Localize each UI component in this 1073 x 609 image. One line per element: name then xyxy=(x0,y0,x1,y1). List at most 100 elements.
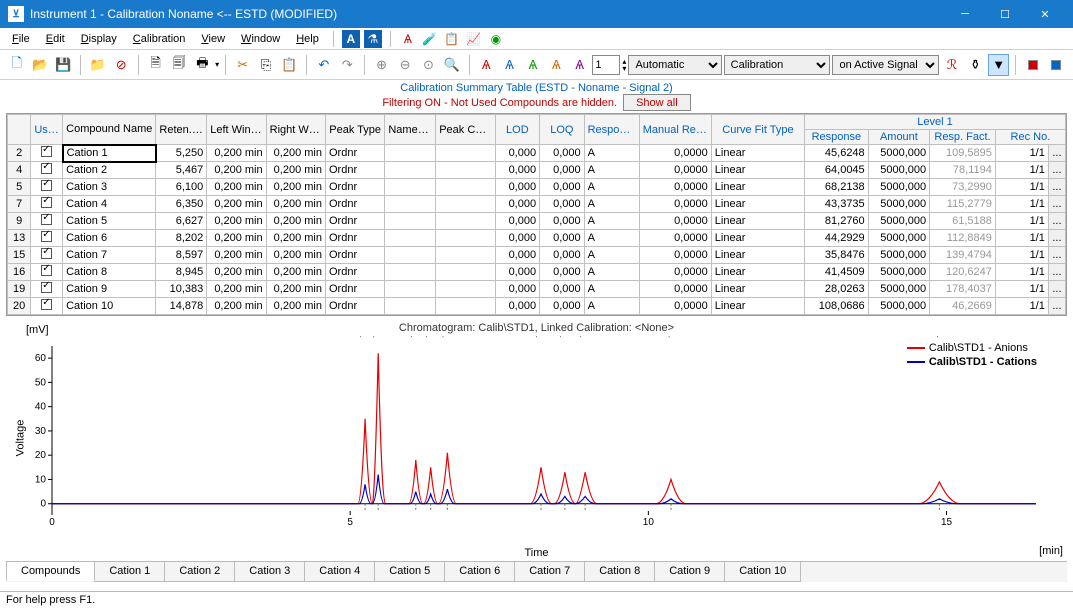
left-window[interactable]: 0,200 min xyxy=(207,179,266,196)
row-detail-button[interactable]: ... xyxy=(1048,298,1065,315)
resp-fact[interactable]: 78,1194 xyxy=(930,162,996,179)
response-base[interactable]: A xyxy=(584,264,639,281)
resp-fact[interactable]: 112,8849 xyxy=(930,230,996,247)
reten-time[interactable]: 6,627 xyxy=(156,213,207,230)
row-number[interactable]: 7 xyxy=(8,196,31,213)
response[interactable]: 68,2138 xyxy=(805,179,869,196)
response[interactable]: 43,3735 xyxy=(805,196,869,213)
table-row[interactable]: 20Cation 1014,8780,200 min0,200 minOrdnr… xyxy=(8,298,1066,315)
row-detail-button[interactable]: ... xyxy=(1048,281,1065,298)
rec-no[interactable]: 1/1 xyxy=(995,298,1048,315)
maximize-button[interactable]: ☐ xyxy=(985,0,1025,28)
row-number[interactable]: 16 xyxy=(8,264,31,281)
right-window[interactable]: 0,200 min xyxy=(266,264,325,281)
left-window[interactable]: 0,200 min xyxy=(207,162,266,179)
col-mrf[interactable]: Manual Resp. Factor xyxy=(639,115,711,145)
col-cft[interactable]: Curve Fit Type xyxy=(711,115,804,145)
response-base[interactable]: A xyxy=(584,281,639,298)
named-groups[interactable] xyxy=(385,179,436,196)
right-window[interactable]: 0,200 min xyxy=(266,162,325,179)
right-window[interactable]: 0,200 min xyxy=(266,281,325,298)
loq[interactable]: 0,000 xyxy=(540,247,585,264)
response[interactable]: 44,2929 xyxy=(805,230,869,247)
redo-icon[interactable]: ↷ xyxy=(337,54,358,76)
row-detail-button[interactable]: ... xyxy=(1048,230,1065,247)
left-window[interactable]: 0,200 min xyxy=(207,247,266,264)
tab-cation-9[interactable]: Cation 9 xyxy=(654,562,725,582)
reten-time[interactable]: 8,945 xyxy=(156,264,207,281)
amount[interactable]: 5000,000 xyxy=(868,264,929,281)
reten-time[interactable]: 10,383 xyxy=(156,281,207,298)
tab-cation-5[interactable]: Cation 5 xyxy=(374,562,445,582)
print-icon[interactable]: 🖶 xyxy=(192,54,213,76)
response-base[interactable]: A xyxy=(584,162,639,179)
used-checkbox[interactable] xyxy=(31,230,63,247)
lod[interactable]: 0,000 xyxy=(495,213,540,230)
stop-icon[interactable] xyxy=(1046,54,1067,76)
tab-cation-8[interactable]: Cation 8 xyxy=(584,562,655,582)
right-window[interactable]: 0,200 min xyxy=(266,213,325,230)
row-number[interactable]: 9 xyxy=(8,213,31,230)
table-row[interactable]: 7Cation 46,3500,200 min0,200 minOrdnr0,0… xyxy=(8,196,1066,213)
row-number[interactable]: 13 xyxy=(8,230,31,247)
toolbar-icon-flask[interactable]: ⚗ xyxy=(364,30,382,48)
peak-color[interactable] xyxy=(436,196,495,213)
lod[interactable]: 0,000 xyxy=(495,264,540,281)
amount[interactable]: 5000,000 xyxy=(868,213,929,230)
peak-type[interactable]: Ordnr xyxy=(325,145,384,162)
funnel-icon[interactable]: ▼ xyxy=(988,54,1009,76)
used-checkbox[interactable] xyxy=(31,264,63,281)
used-checkbox[interactable] xyxy=(31,145,63,162)
loq[interactable]: 0,000 xyxy=(540,145,585,162)
compound-name[interactable]: Cation 1 xyxy=(63,145,156,162)
minimize-button[interactable]: ─ xyxy=(945,0,985,28)
curve-fit-type[interactable]: Linear xyxy=(711,230,804,247)
col-recno[interactable]: Rec No. xyxy=(995,130,1065,145)
amount[interactable]: 5000,000 xyxy=(868,298,929,315)
menu-edit[interactable]: Edit xyxy=(40,31,71,47)
show-all-button[interactable]: Show all xyxy=(623,94,691,111)
lod[interactable]: 0,000 xyxy=(495,162,540,179)
used-checkbox[interactable] xyxy=(31,196,63,213)
row-detail-button[interactable]: ... xyxy=(1048,264,1065,281)
peak-color[interactable] xyxy=(436,162,495,179)
named-groups[interactable] xyxy=(385,298,436,315)
peak-color[interactable] xyxy=(436,298,495,315)
lod[interactable]: 0,000 xyxy=(495,196,540,213)
manual-resp-factor[interactable]: 0,0000 xyxy=(639,162,711,179)
compound-name[interactable]: Cation 4 xyxy=(63,196,156,213)
col-resp[interactable]: Response xyxy=(805,130,869,145)
table-row[interactable]: 4Cation 25,4670,200 min0,200 minOrdnr0,0… xyxy=(8,162,1066,179)
zoomout-icon[interactable]: ⊖ xyxy=(394,54,415,76)
peaks1-icon[interactable]: Ѧ xyxy=(475,54,496,76)
named-groups[interactable] xyxy=(385,281,436,298)
resp-fact[interactable]: 120,6247 xyxy=(930,264,996,281)
menu-calibration[interactable]: Calibration xyxy=(127,31,192,47)
lod[interactable]: 0,000 xyxy=(495,298,540,315)
report2-icon[interactable]: 🗐 xyxy=(168,54,189,76)
curve-fit-type[interactable]: Linear xyxy=(711,298,804,315)
response[interactable]: 35,8476 xyxy=(805,247,869,264)
peak-color[interactable] xyxy=(436,247,495,264)
manual-resp-factor[interactable]: 0,0000 xyxy=(639,213,711,230)
left-window[interactable]: 0,200 min xyxy=(207,145,266,162)
peaks3-icon[interactable]: Ѧ xyxy=(522,54,543,76)
table-row[interactable]: 5Cation 36,1000,200 min0,200 minOrdnr0,0… xyxy=(8,179,1066,196)
amount[interactable]: 5000,000 xyxy=(868,281,929,298)
amount[interactable]: 5000,000 xyxy=(868,247,929,264)
row-number[interactable]: 4 xyxy=(8,162,31,179)
peak-color[interactable] xyxy=(436,230,495,247)
compound-name[interactable]: Cation 5 xyxy=(63,213,156,230)
menu-window[interactable]: Window xyxy=(235,31,286,47)
paste-icon[interactable]: 📋 xyxy=(279,54,300,76)
named-groups[interactable] xyxy=(385,213,436,230)
response[interactable]: 81,2760 xyxy=(805,213,869,230)
named-groups[interactable] xyxy=(385,145,436,162)
col-ngroups[interactable]: Named Groups xyxy=(385,115,436,145)
open-icon[interactable]: 📂 xyxy=(29,54,50,76)
compound-name[interactable]: Cation 10 xyxy=(63,298,156,315)
compound-name[interactable]: Cation 3 xyxy=(63,179,156,196)
col-name[interactable]: Compound Name xyxy=(63,115,156,145)
peak-type[interactable]: Ordnr xyxy=(325,247,384,264)
copy-icon[interactable]: ⎘ xyxy=(255,54,276,76)
